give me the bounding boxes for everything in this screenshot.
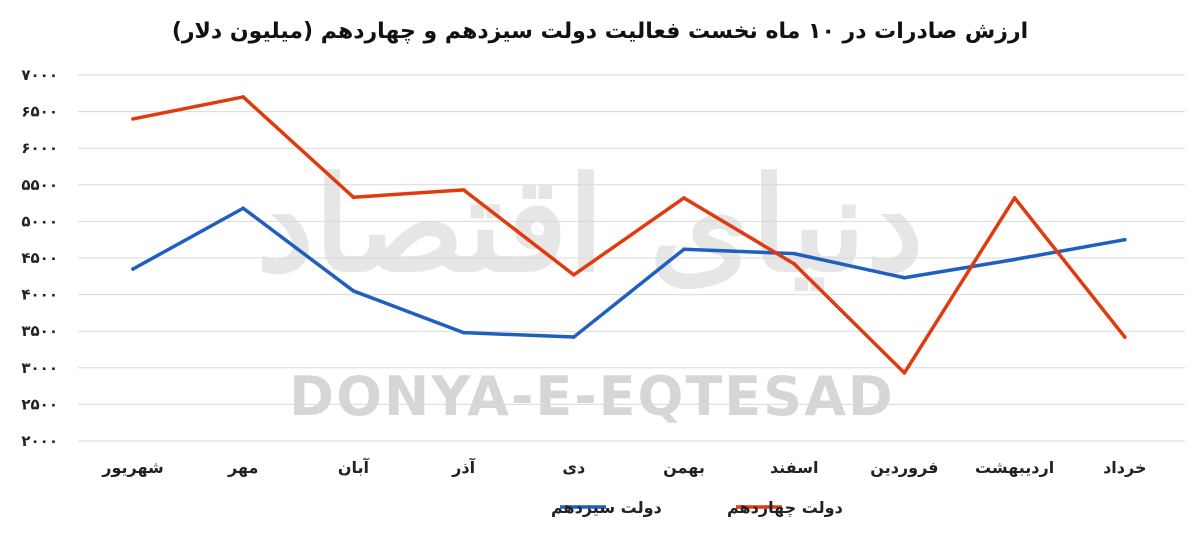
series-line-1 <box>131 206 1127 339</box>
x-tick-label: خرداد <box>1103 458 1146 477</box>
x-tick-label: فروردین <box>870 458 938 477</box>
x-tick-label: دی <box>562 458 585 477</box>
y-tick-label: ۲۰۰۰ <box>21 432 58 450</box>
data-point <box>572 273 576 277</box>
data-point <box>792 251 796 256</box>
watermark-latin: DONYA-E-EQTESAD <box>289 365 894 428</box>
data-point <box>461 330 466 335</box>
data-point <box>131 117 135 121</box>
watermark: دنیای اقتصاد DONYA-E-EQTESAD <box>256 148 924 428</box>
x-axis: شهریور مهر آبان آذر دی بهمن اسفند فروردین اردیبه… <box>101 457 1146 477</box>
data-point <box>682 247 686 252</box>
y-tick-label: ۳۰۰۰ <box>21 359 58 377</box>
data-point <box>1123 335 1127 339</box>
series-line-2 <box>131 95 1127 375</box>
data-point <box>572 335 576 339</box>
y-tick-label: ۲۵۰۰ <box>21 395 58 413</box>
y-tick-label: ۷۰۰۰ <box>21 66 58 84</box>
data-point <box>461 188 466 192</box>
data-point <box>1012 257 1017 262</box>
x-tick-label: آذر <box>451 457 475 477</box>
y-tick-label: ۳۵۰۰ <box>21 322 58 340</box>
data-point <box>902 275 907 280</box>
y-tick-label: ۶۰۰۰ <box>21 139 58 157</box>
data-point <box>131 267 135 271</box>
data-point <box>682 196 686 200</box>
data-point <box>902 371 907 375</box>
chart-title: ارزش صادرات در ۱۰ ماه نخست فعالیت دولت س… <box>172 19 1028 44</box>
x-tick-label: بهمن <box>663 458 705 477</box>
data-point <box>241 95 245 99</box>
y-tick-label: ۵۰۰۰ <box>21 212 58 230</box>
y-tick-label: ۴۰۰۰ <box>21 286 58 304</box>
y-axis: ۲۰۰۰ ۲۵۰۰ ۳۰۰۰ ۳۵۰۰ ۴۰۰۰ ۴۵۰۰ ۵۰۰۰ ۵۵۰۰ ۶۰۰۰ ۶۵۰۰… <box>21 66 58 450</box>
legend-label: دولت سیزدهم <box>551 498 662 517</box>
y-tick-label: ۶۵۰۰ <box>21 103 58 121</box>
y-tick-label: ۵۵۰۰ <box>21 176 58 194</box>
data-point <box>351 195 356 200</box>
data-point <box>1123 237 1127 242</box>
data-point <box>1012 196 1017 200</box>
watermark-persian: دنیای اقتصاد <box>256 148 924 301</box>
data-point <box>792 262 796 266</box>
x-tick-label: اردیبهشت <box>975 458 1054 477</box>
x-tick-label: آبان <box>338 457 370 477</box>
legend-label: دولت چهاردهم <box>727 498 843 518</box>
y-tick-label: ۴۵۰۰ <box>21 249 58 267</box>
data-point <box>351 289 356 293</box>
series-lines <box>131 95 1127 375</box>
data-point <box>241 206 245 211</box>
x-tick-label: شهریور <box>101 458 164 477</box>
x-tick-label: مهر <box>227 458 258 477</box>
x-tick-label: اسفند <box>770 458 819 477</box>
legend: دولت چهاردهم دولت سیزدهم <box>551 498 843 518</box>
